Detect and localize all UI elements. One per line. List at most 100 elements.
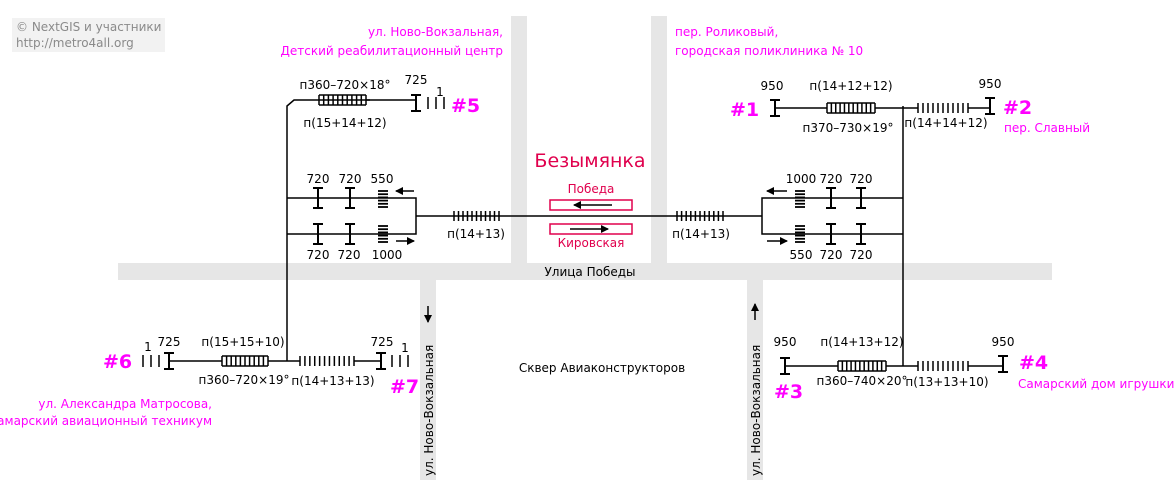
passage-right-vestibule [677, 197, 903, 235]
captions: ул. Ново-Вокзальная, Детский реабилитаци… [0, 25, 1174, 428]
passage-left-trunk [286, 99, 370, 361]
door-rv-b2 [826, 223, 836, 245]
street-pobedy [118, 263, 1052, 280]
label-lv-t2: 720 [339, 172, 362, 186]
door-lv-b1 [313, 223, 323, 245]
stairs-exit-5-step [427, 97, 445, 109]
stairs-exit-4 [917, 361, 969, 371]
stairs-rv-b1 [795, 225, 805, 243]
door-lv-t1 [313, 187, 323, 209]
caption-top-right-2: городская поликлиника № 10 [675, 44, 863, 58]
credits-line-1: © NextGIS и участники [16, 20, 162, 34]
stairs-exit-6-main [221, 355, 269, 367]
direction-marks [395, 187, 788, 245]
door-rv-t2 [826, 187, 836, 209]
label-lv-t3: 550 [371, 172, 394, 186]
traffic-arrows [424, 303, 759, 323]
door-lv-t2 [345, 187, 355, 209]
door-exit-2 [985, 97, 995, 115]
label-l1-stairs-top: п(14+12+12) [809, 79, 892, 93]
credits: © NextGIS и участники http://metro4all.o… [12, 18, 166, 52]
square-label: Сквер Авиаконструкторов [519, 361, 685, 375]
platform-label-top: Победа [568, 182, 615, 196]
station: Безымянка Победа Кировская [534, 150, 645, 250]
label-lv-stairs: п(14+13) [447, 227, 505, 241]
street-vertical-left-top [511, 16, 527, 265]
label-lv-b3: 1000 [372, 248, 403, 262]
label-l3-width: 950 [774, 335, 797, 349]
street-label-pobedy: Улица Победы [544, 265, 635, 279]
label-l2-stairs: п(14+14+12) [904, 116, 987, 130]
label-l5-stairs-top: п360–720×18° [300, 78, 391, 92]
stairs-exit-2 [917, 103, 969, 113]
label-l4-stairs: п(13+13+10) [905, 375, 988, 389]
label-l2-width: 950 [979, 77, 1002, 91]
station-name: Безымянка [534, 150, 645, 172]
stairs-exit-6-step [142, 355, 160, 367]
street-label-novo-vokzalnaya-right: ул. Ново-Вокзальная [749, 345, 763, 476]
label-l1-stairs-bottom: п370–730×19° [803, 121, 894, 135]
label-l1-width: 950 [761, 79, 784, 93]
exit-number-4: #4 [1019, 352, 1048, 374]
door-rv-t3 [856, 187, 866, 209]
door-exit-4 [998, 355, 1008, 373]
label-rv-t3: 720 [850, 172, 873, 186]
doors [164, 94, 1008, 375]
caption-top-right-1: пер. Роликовый, [675, 25, 778, 39]
exit-number-7: #7 [390, 376, 419, 398]
stairs [142, 94, 1003, 372]
stairs-rv-t1 [795, 190, 805, 208]
caption-top-left-1: ул. Ново-Вокзальная, [368, 25, 503, 39]
caption-exit-6-1: ул. Александра Матросова, [38, 397, 212, 411]
door-lv-b2 [345, 223, 355, 245]
door-rv-b3 [856, 223, 866, 245]
platform-label-bottom: Кировская [558, 236, 625, 250]
door-exit-6 [164, 352, 174, 370]
label-l3-stairs-top: п(14+13+12) [820, 335, 903, 349]
stairs-exit-7-step [391, 355, 409, 367]
exit-number-6: #6 [103, 351, 132, 373]
label-lv-t1: 720 [307, 172, 330, 186]
streets [118, 16, 1052, 480]
street-label-novo-vokzalnaya-left: ул. Ново-Вокзальная [422, 345, 436, 476]
label-l6-stairs-bottom: п360–720×19° [199, 373, 290, 387]
credits-line-2: http://metro4all.org [16, 36, 134, 50]
stairs-exit-7 [299, 356, 355, 366]
label-rv-stairs: п(14+13) [672, 227, 730, 241]
street-novo-vokzalnaya-right [747, 278, 763, 480]
street-labels: Улица Победы ул. Ново-Вокзальная ул. Нов… [422, 265, 763, 476]
measurement-labels: п360–720×18° п(15+14+12) 725 1 950 п(14+… [144, 73, 1014, 389]
label-l5-stairs-bottom: п(15+14+12) [303, 116, 386, 130]
label-l5-step: 1 [436, 85, 444, 99]
label-l6-step: 1 [144, 340, 152, 354]
label-l7-step: 1 [401, 341, 409, 355]
label-lv-b2: 720 [338, 248, 361, 262]
door-exit-1 [770, 99, 780, 117]
label-l6-stairs-top: п(15+15+10) [201, 335, 284, 349]
label-lv-b1: 720 [307, 248, 330, 262]
stairs-exit-5-main [318, 94, 367, 106]
street-novo-vokzalnaya-left [420, 278, 436, 480]
stairs-exit-1-main [826, 102, 876, 114]
exit-number-1: #1 [730, 99, 759, 121]
door-exit-3 [780, 357, 790, 375]
stairs-lv-b3 [378, 225, 388, 243]
label-rv-t2: 720 [820, 172, 843, 186]
door-exit-5 [411, 94, 421, 112]
exit-numbers: #5 #1 #2 #6 #7 #3 #4 [103, 95, 1048, 403]
caption-exit-6-2: Самарский авиационный техникум [0, 414, 212, 428]
exit-number-2: #2 [1003, 97, 1032, 119]
label-rv-b2: 720 [820, 248, 843, 262]
label-l7-stairs: п(14+13+13) [291, 374, 374, 388]
label-rv-b3: 720 [850, 248, 873, 262]
door-exit-7 [376, 352, 386, 370]
stairs-lv-connector [453, 211, 500, 221]
label-l4-width: 950 [992, 335, 1015, 349]
stairs-lv-t3 [378, 190, 388, 208]
caption-exit-4: Самарский дом игрушки [1018, 377, 1174, 391]
exit-number-3: #3 [774, 381, 803, 403]
label-l3-stairs-bottom: п360–740×20° [817, 374, 908, 388]
caption-top-left-2: Детский реабилитационный центр [281, 44, 503, 58]
label-l7-width: 725 [371, 335, 394, 349]
